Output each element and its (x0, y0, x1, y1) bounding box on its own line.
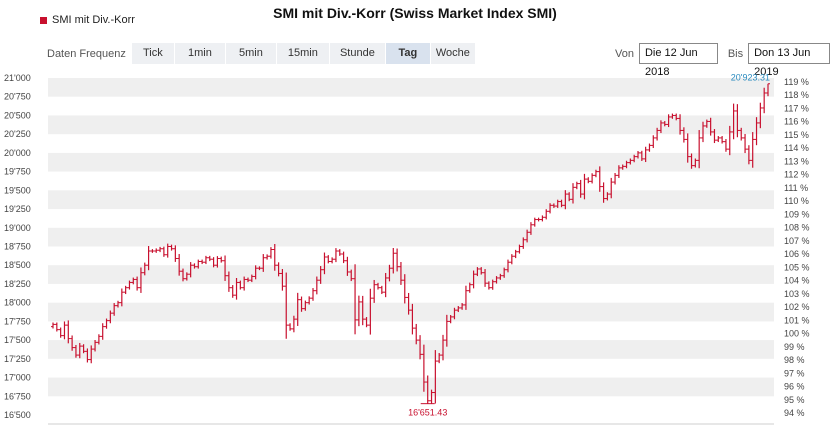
price-bars (51, 83, 770, 404)
y2-tick-label: 109 % (784, 209, 810, 219)
max-value-label: 20'923.31 (731, 73, 770, 83)
y2-tick-label: 118 % (784, 90, 809, 100)
grid-band (48, 190, 774, 210)
y-tick-label: 18'750 (4, 242, 31, 252)
y-tick-label: 19'250 (4, 204, 31, 214)
y2-tick-label: 116 % (784, 117, 809, 127)
grid-band (48, 302, 774, 322)
freq-button-tag[interactable]: Tag (385, 43, 430, 64)
y-tick-label: 18'500 (4, 260, 31, 270)
y-tick-label: 20'000 (4, 148, 31, 158)
grid-band (48, 227, 774, 247)
y2-tick-label: 114 % (784, 143, 809, 153)
chart-title: SMI mit Div.-Korr (Swiss Market Index SM… (273, 5, 557, 21)
y-tick-label: 20'250 (4, 129, 31, 139)
y-tick-label: 17'000 (4, 373, 31, 383)
grid-band (48, 115, 774, 135)
frequency-toolbar: Daten Frequenz Tick 1min 5min 15min Stun… (47, 43, 476, 64)
to-label: Bis (727, 47, 744, 60)
freq-button-woche[interactable]: Woche (430, 43, 475, 64)
y2-tick-label: 94 % (784, 408, 805, 418)
y-tick-label: 18'000 (4, 298, 31, 308)
y-tick-label: 17'750 (4, 316, 31, 326)
from-label: Von (615, 47, 634, 60)
legend[interactable]: SMI mit Div.-Korr (40, 14, 135, 26)
y2-tick-label: 108 % (784, 223, 810, 233)
y2-tick-label: 112 % (784, 170, 809, 180)
y2-tick-label: 102 % (784, 302, 810, 312)
min-value-label: 16'651.43 (408, 408, 447, 418)
frequency-label: Daten Frequenz (47, 47, 126, 60)
freq-button-1min[interactable]: 1min (174, 43, 225, 64)
grid-bands (48, 78, 774, 397)
y-tick-label: 20'750 (4, 92, 31, 102)
y2-tick-label: 98 % (784, 355, 805, 365)
y2-tick-label: 119 % (784, 77, 809, 87)
y-tick-label: 16'500 (4, 410, 31, 420)
y2-tick-label: 103 % (784, 289, 810, 299)
y2-tick-label: 115 % (784, 130, 809, 140)
freq-button-5min[interactable]: 5min (225, 43, 276, 64)
legend-label: SMI mit Div.-Korr (52, 14, 135, 26)
y-axis-labels: 21'000 20'750 20'500 20'250 20'000 19'750 19'5… (4, 73, 31, 420)
grid-band (48, 78, 774, 97)
y-tick-label: 19'750 (4, 167, 31, 177)
freq-button-stunde[interactable]: Stunde (329, 43, 385, 64)
grid-band (48, 152, 774, 172)
y2-tick-label: 111 % (784, 183, 808, 193)
y2-tick-label: 105 % (784, 262, 810, 272)
from-date-input[interactable]: Die 12 Jun 2018 (638, 43, 718, 78)
y2-tick-label: 107 % (784, 236, 810, 246)
y-tick-label: 19'500 (4, 185, 31, 195)
grid-band (48, 340, 774, 359)
date-range: Von Die 12 Jun 2018 Bis Don 13 Jun 2019 (610, 43, 830, 78)
legend-swatch (40, 16, 47, 24)
y2-tick-label: 97 % (784, 368, 805, 378)
y-tick-label: 20'500 (4, 110, 31, 120)
y-tick-label: 17'250 (4, 354, 31, 364)
y2-axis-labels: 119 % 118 % 117 % 116 % 115 % 114 % 113 % 112 %… (784, 77, 810, 418)
y2-tick-label: 117 % (784, 103, 809, 113)
to-date-input[interactable]: Don 13 Jun 2019 (748, 43, 830, 78)
y-tick-label: 17'500 (4, 335, 31, 345)
y2-tick-label: 104 % (784, 276, 810, 286)
y-tick-label: 16'750 (4, 391, 31, 401)
y-tick-label: 21'000 (4, 73, 31, 83)
y-tick-label: 18'250 (4, 279, 31, 289)
freq-button-tick[interactable]: Tick (131, 43, 174, 64)
y2-tick-label: 101 % (784, 315, 810, 325)
y2-tick-label: 113 % (784, 156, 809, 166)
y2-tick-label: 99 % (784, 342, 805, 352)
grid-band (48, 265, 774, 284)
y-tick-label: 19'000 (4, 223, 31, 233)
freq-button-15min[interactable]: 15min (276, 43, 329, 64)
y2-tick-label: 95 % (784, 395, 805, 405)
grid-band (48, 377, 774, 397)
y2-tick-label: 106 % (784, 249, 810, 259)
y2-tick-label: 100 % (784, 329, 810, 339)
annotations: 16'651.43 20'923.31 (408, 73, 770, 418)
y2-tick-label: 96 % (784, 382, 805, 392)
y2-tick-label: 110 % (784, 196, 809, 206)
